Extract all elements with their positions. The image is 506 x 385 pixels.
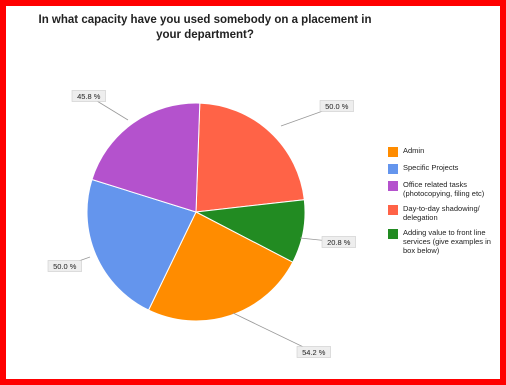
legend-swatch-0 xyxy=(388,147,398,157)
data-label-1: 50.0 % xyxy=(53,262,77,271)
data-label-box-3 xyxy=(319,100,354,112)
data-label-3: 50.0 % xyxy=(325,102,349,111)
legend-label-2: Office related tasks (photocopying, fili… xyxy=(403,180,485,198)
legend-label-1: Specific Projects xyxy=(403,163,459,172)
leader-line-0 xyxy=(232,312,314,353)
pie-slice-0 xyxy=(147,211,294,322)
data-label-0: 54.2 % xyxy=(302,348,326,357)
chart-title: In what capacity have you used somebody … xyxy=(38,14,372,41)
chart-legend: Admin Specific Projects Office related tas… xyxy=(388,146,498,261)
legend-label-0: Admin xyxy=(403,146,425,155)
legend-item-4: Adding value to front line services (giv… xyxy=(388,228,498,255)
data-label-box-0 xyxy=(296,346,331,358)
data-label-2: 45.8 % xyxy=(77,92,101,101)
data-label-box-4 xyxy=(321,236,356,248)
legend-item-3: Day-to-day shadowing/ delegation xyxy=(388,204,498,222)
pie-slice-1 xyxy=(86,178,197,311)
legend-swatch-1 xyxy=(388,164,398,174)
legend-item-2: Office related tasks (photocopying, fili… xyxy=(388,180,498,198)
data-label-box-1 xyxy=(47,260,82,272)
legend-label-4: Adding value to front line services (giv… xyxy=(403,228,491,255)
pie-slice-2 xyxy=(91,102,201,213)
legend-label-3: Day-to-day shadowing/ delegation xyxy=(403,204,480,222)
legend-swatch-2 xyxy=(388,181,398,191)
legend-item-1: Specific Projects xyxy=(388,163,498,174)
legend-swatch-4 xyxy=(388,229,398,239)
legend-item-0: Admin xyxy=(388,146,498,157)
data-label-box-2 xyxy=(71,90,106,102)
legend-swatch-3 xyxy=(388,205,398,215)
pie-slice-3 xyxy=(195,102,305,213)
data-label-4: 20.8 % xyxy=(327,238,351,247)
